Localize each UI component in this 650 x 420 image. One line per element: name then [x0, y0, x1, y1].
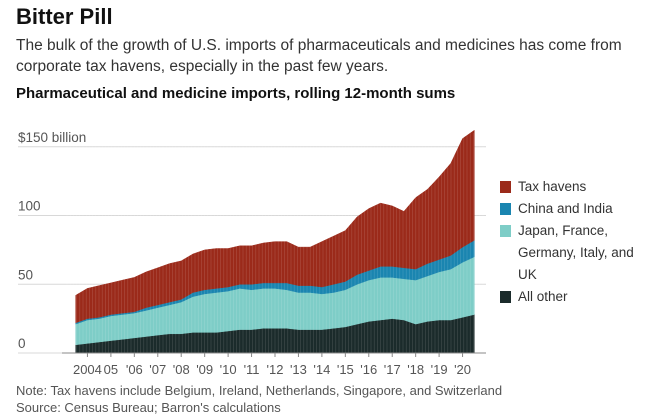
- x-tick-label-4: '08: [173, 362, 190, 377]
- legend-label-japan-europe: Japan, France, Germany, Italy, and UK: [518, 223, 634, 282]
- x-tick-label-15: '19: [431, 362, 448, 377]
- legend-swatch-china-india: [500, 203, 511, 215]
- legend-label-all-other: All other: [518, 289, 568, 304]
- area-layer: [66, 129, 484, 354]
- y-tick-label-3: $150 billion: [18, 130, 86, 145]
- legend-item-china-india: China and India: [500, 198, 645, 220]
- bar-texture: [66, 133, 484, 353]
- x-tick-label-8: '12: [267, 362, 284, 377]
- legend-swatch-japan-europe: [500, 225, 511, 237]
- x-tick-label-16: '20: [454, 362, 471, 377]
- chart-note: Note: Tax havens include Belgium, Irelan…: [16, 383, 503, 398]
- x-tick-label-5: '09: [196, 362, 213, 377]
- legend-label-china-india: China and India: [518, 201, 613, 216]
- x-tick-label-14: '18: [407, 362, 424, 377]
- chart-title: Bitter Pill: [16, 4, 113, 29]
- y-tick-label-1: 50: [18, 267, 33, 282]
- x-tick-label-1: 05: [104, 362, 118, 377]
- series-area-tax-havens: [75, 129, 475, 324]
- x-tick-label-12: '16: [360, 362, 377, 377]
- y-tick-label-2: 100: [18, 199, 41, 214]
- legend-item-tax-havens: Tax havens: [500, 176, 645, 198]
- x-tick-label-0: 2004: [73, 362, 102, 377]
- chart-subtitle: The bulk of the growth of U.S. imports o…: [16, 37, 622, 75]
- stacked-area-chart: 0 50 100 $150 billion 2004 05 '06 '07 '08 '09 '10 '…: [18, 129, 486, 377]
- x-tick-label-13: '17: [384, 362, 401, 377]
- x-tick-label-3: '07: [149, 362, 166, 377]
- x-tick-label-2: '06: [126, 362, 143, 377]
- chart-source: Source: Census Bureau; Barron's calculat…: [16, 400, 281, 415]
- x-tick-label-10: '14: [313, 362, 330, 377]
- chart-heading: Pharmaceutical and medicine imports, rol…: [16, 85, 456, 102]
- legend-label-tax-havens: Tax havens: [518, 179, 587, 194]
- y-tick-label-0: 0: [18, 336, 26, 351]
- legend-item-all-other: All other: [500, 286, 645, 308]
- x-tick-label-6: '10: [220, 362, 237, 377]
- legend-swatch-all-other: [500, 291, 511, 303]
- legend-swatch-tax-havens: [500, 181, 511, 193]
- x-tick-label-7: '11: [244, 362, 260, 377]
- axis-layer: 0 50 100 $150 billion 2004 05 '06 '07 '08 '09 '10 '…: [18, 130, 486, 377]
- chart-legend: Tax havens China and India Japan, France…: [500, 176, 645, 308]
- x-tick-label-9: '13: [290, 362, 307, 377]
- x-tick-label-11: '15: [337, 362, 354, 377]
- legend-item-japan-europe: Japan, France, Germany, Italy, and UK: [500, 220, 645, 286]
